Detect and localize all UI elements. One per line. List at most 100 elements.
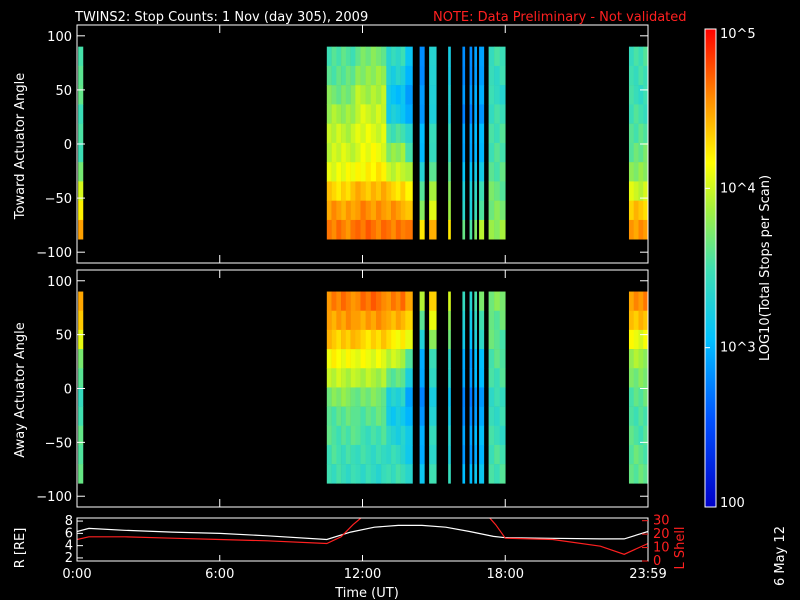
away-cell — [386, 310, 392, 331]
l-shell-series-line — [77, 518, 648, 555]
toward-cell — [400, 123, 406, 144]
away-cell — [326, 406, 332, 427]
toward-cell — [365, 46, 372, 67]
toward-cell — [462, 85, 466, 105]
away-cell — [499, 310, 506, 331]
time-xtick-label: 0:00 — [62, 567, 91, 582]
toward-cell — [326, 181, 332, 201]
toward-cell — [360, 142, 366, 163]
away-cell — [391, 349, 397, 369]
toward-cell — [494, 200, 500, 221]
away-cell — [400, 406, 406, 427]
away-cell — [370, 291, 377, 312]
toward-cell — [341, 200, 347, 221]
away-cell — [400, 329, 406, 350]
away-cell — [365, 425, 372, 446]
l-shell-axis-label: L Shell — [673, 526, 688, 569]
away-cell — [381, 349, 387, 369]
away-cell — [479, 368, 485, 388]
away-cell — [494, 444, 500, 465]
l-shell-ytick-label: 30 — [653, 514, 670, 529]
away-cell — [336, 444, 342, 465]
away-cell — [638, 368, 644, 388]
away-cell — [400, 387, 406, 407]
away-cell — [429, 349, 437, 369]
away-cell — [78, 349, 84, 369]
away-cell — [381, 406, 387, 427]
away-cell — [643, 329, 649, 350]
toward-cell — [400, 85, 406, 105]
toward-cell — [386, 104, 392, 124]
toward-cell — [488, 46, 495, 67]
toward-cell — [365, 65, 372, 86]
away-cell — [336, 464, 342, 484]
l-shell-ytick-label: 20 — [653, 527, 670, 542]
away-segment — [419, 291, 425, 484]
toward-cell — [365, 104, 372, 124]
toward-cell — [331, 181, 337, 201]
away-segment — [474, 291, 477, 484]
away-cell — [494, 387, 500, 407]
toward-cell — [628, 142, 635, 163]
toward-cell — [386, 123, 392, 144]
toward-cell — [633, 85, 639, 105]
toward-cell — [341, 85, 347, 105]
away-cell — [381, 310, 387, 331]
away-cell — [331, 444, 337, 465]
away-cell — [350, 464, 356, 484]
date-stamp: 6 May 12 — [773, 526, 788, 586]
away-cell — [405, 368, 413, 388]
toward-cell — [400, 219, 406, 240]
away-cell — [499, 329, 506, 350]
away-cell — [360, 368, 366, 388]
away-cell — [469, 406, 473, 427]
away-cell — [326, 349, 332, 369]
colorbar: 100 10^3 10^4 10^5 — [704, 27, 756, 511]
toward-cell — [494, 46, 500, 67]
toward-cell — [395, 104, 401, 124]
toward-cell — [633, 142, 639, 163]
toward-cell — [355, 142, 361, 163]
away-cell — [474, 387, 477, 407]
away-cell — [326, 464, 332, 484]
toward-cell — [375, 200, 382, 221]
toward-cell — [381, 181, 387, 201]
toward-cell — [499, 142, 506, 163]
toward-cell — [488, 200, 495, 221]
away-cell — [469, 310, 473, 331]
away-cell — [479, 291, 485, 312]
away-cell — [405, 310, 413, 331]
toward-cell — [391, 181, 397, 201]
toward-ytick-label: 100 — [47, 30, 72, 45]
away-cell — [405, 329, 413, 350]
away-cell — [370, 329, 377, 350]
away-cell — [395, 425, 401, 446]
r-ytick-label: 4 — [65, 539, 73, 554]
away-segment — [448, 291, 451, 484]
toward-cell — [386, 65, 392, 86]
away-cell — [469, 349, 473, 369]
toward-cell — [633, 65, 639, 86]
toward-segment — [479, 46, 485, 240]
away-cell — [479, 387, 485, 407]
away-cell — [474, 425, 477, 446]
toward-cell — [341, 123, 347, 144]
toward-cell — [400, 181, 406, 201]
away-cell — [633, 464, 639, 484]
toward-cell — [345, 46, 351, 67]
toward-cell — [375, 85, 382, 105]
toward-cell — [370, 123, 377, 144]
toward-cell — [628, 200, 635, 221]
chart-title: TWINS2: Stop Counts: 1 Nov (day 305), 20… — [74, 10, 368, 25]
away-cell — [345, 425, 351, 446]
toward-segment — [488, 46, 506, 240]
away-cell — [350, 329, 356, 350]
toward-cell — [479, 104, 485, 124]
away-cell — [331, 406, 337, 427]
away-cell — [419, 425, 425, 446]
away-cell — [479, 349, 485, 369]
toward-cell — [381, 85, 387, 105]
away-cell — [643, 310, 649, 331]
toward-cell — [375, 65, 382, 86]
away-cell — [331, 464, 337, 484]
